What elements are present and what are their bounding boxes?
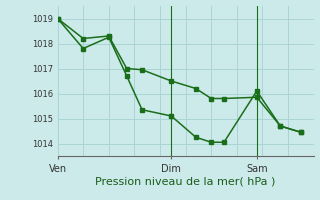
X-axis label: Pression niveau de la mer( hPa ): Pression niveau de la mer( hPa ) [95, 176, 276, 186]
